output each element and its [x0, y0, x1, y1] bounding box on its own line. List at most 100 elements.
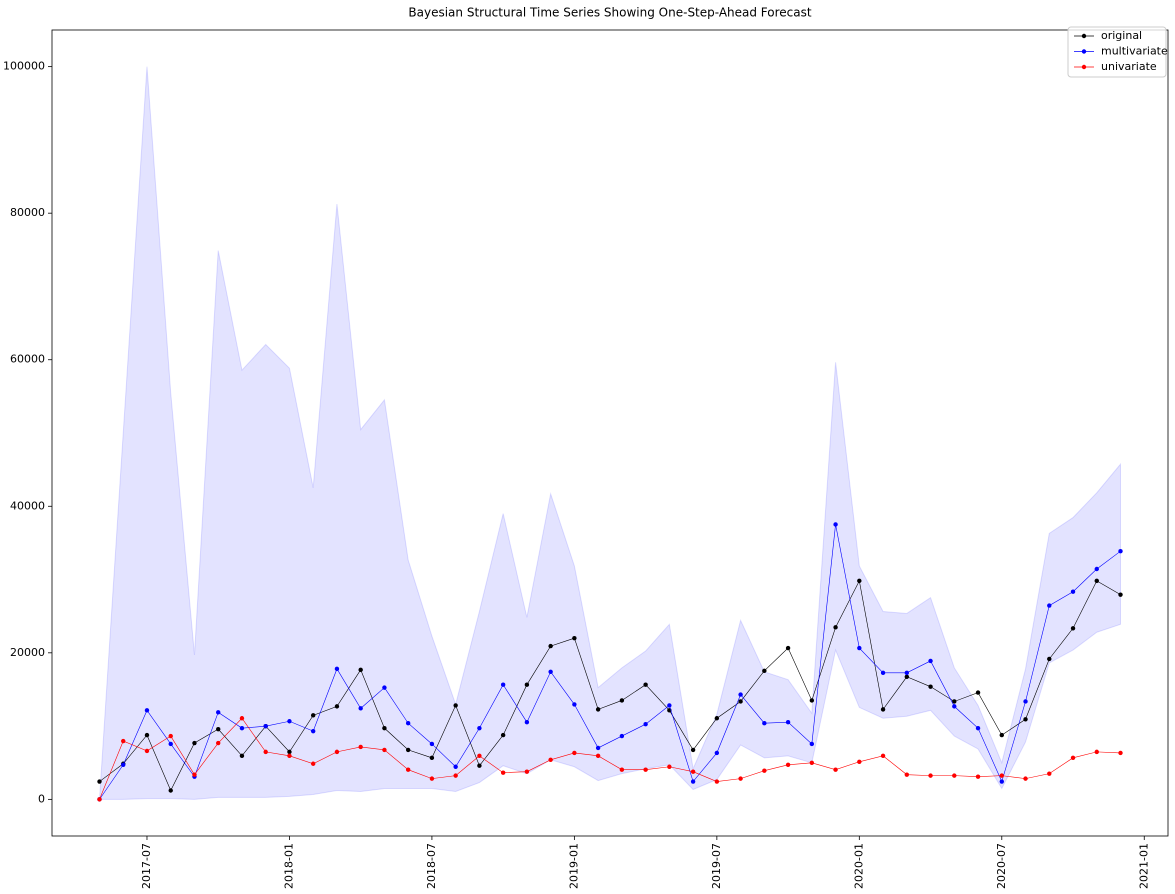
point: [239, 716, 245, 721]
point: [619, 767, 625, 772]
point: [287, 753, 292, 759]
point: [880, 707, 886, 712]
point: [239, 725, 245, 731]
y-tick-label: 80000: [10, 206, 45, 219]
point: [168, 788, 173, 793]
point: [382, 725, 387, 731]
series-line: [99, 524, 1121, 800]
point: [216, 710, 221, 715]
point: [809, 760, 815, 766]
point: [453, 703, 458, 708]
point: [144, 732, 150, 738]
point: [904, 674, 910, 679]
forecast-interval: [98, 66, 1122, 800]
point: [192, 740, 197, 746]
point: [595, 707, 601, 712]
legend-box: [1067, 26, 1167, 78]
point: [714, 750, 720, 756]
point: [144, 748, 150, 754]
point: [619, 698, 625, 703]
point: [833, 522, 838, 527]
point: [643, 721, 648, 727]
point: [928, 658, 933, 664]
point: [785, 762, 791, 767]
point: [310, 761, 316, 766]
x-tick-label: 2020-01: [852, 843, 865, 889]
point: [904, 670, 910, 676]
point: [857, 578, 862, 584]
point: [762, 768, 767, 773]
point: [595, 745, 601, 751]
point: [1070, 755, 1076, 761]
point: [429, 755, 435, 761]
point: [643, 767, 648, 772]
point: [500, 682, 506, 687]
point: [714, 779, 720, 784]
point: [358, 667, 363, 673]
chart-title: Bayesian Structural Time Series Showing …: [408, 6, 811, 20]
point: [144, 708, 150, 713]
point: [168, 733, 173, 739]
point: [548, 643, 553, 649]
x-tick-label: 2018-07: [425, 843, 438, 889]
point: [500, 770, 506, 775]
point: [667, 703, 672, 708]
point: [690, 747, 696, 753]
point: [595, 753, 601, 759]
point: [524, 682, 530, 687]
point: [1070, 589, 1076, 594]
point: [809, 698, 815, 703]
point: [168, 741, 173, 747]
point: [880, 670, 886, 676]
point: [762, 721, 767, 726]
y-tick-label: 40000: [10, 499, 45, 512]
y-tick-label: 60000: [10, 353, 45, 366]
point: [667, 764, 672, 769]
point: [453, 773, 458, 778]
legend-label: original: [1101, 29, 1142, 42]
point: [1023, 776, 1028, 781]
point: [1094, 749, 1099, 755]
point: [833, 625, 838, 630]
point: [477, 725, 482, 731]
legend-label: univariate: [1101, 60, 1157, 73]
point: [904, 772, 910, 777]
point: [287, 749, 292, 755]
point: [382, 747, 387, 753]
y-tick-label: 20000: [10, 646, 45, 659]
point: [785, 720, 791, 725]
point: [524, 769, 530, 774]
legend-label: multivariate: [1101, 45, 1168, 58]
x-tick-label: 2017-07: [140, 843, 153, 889]
series-line: [99, 717, 1121, 800]
point: [97, 797, 102, 802]
point: [1023, 717, 1028, 722]
point: [192, 772, 197, 777]
y-tick-label: 0: [38, 792, 45, 805]
point: [429, 776, 435, 781]
point: [572, 750, 577, 756]
point: [1094, 566, 1099, 572]
point: [97, 779, 102, 784]
point: [643, 682, 648, 687]
point: [548, 757, 553, 762]
point: [785, 645, 791, 651]
point: [809, 741, 815, 747]
point: [952, 704, 957, 709]
point: [477, 753, 482, 759]
point: [1047, 603, 1052, 608]
point: [310, 728, 316, 734]
point: [524, 720, 530, 725]
point: [690, 769, 696, 774]
point: [762, 668, 767, 674]
point: [334, 704, 340, 709]
point: [334, 749, 340, 755]
point: [453, 764, 458, 769]
x-tick-label: 2019-01: [567, 843, 580, 889]
point: [1070, 626, 1076, 631]
point: [239, 753, 245, 759]
point: [572, 635, 577, 641]
point: [405, 767, 411, 772]
